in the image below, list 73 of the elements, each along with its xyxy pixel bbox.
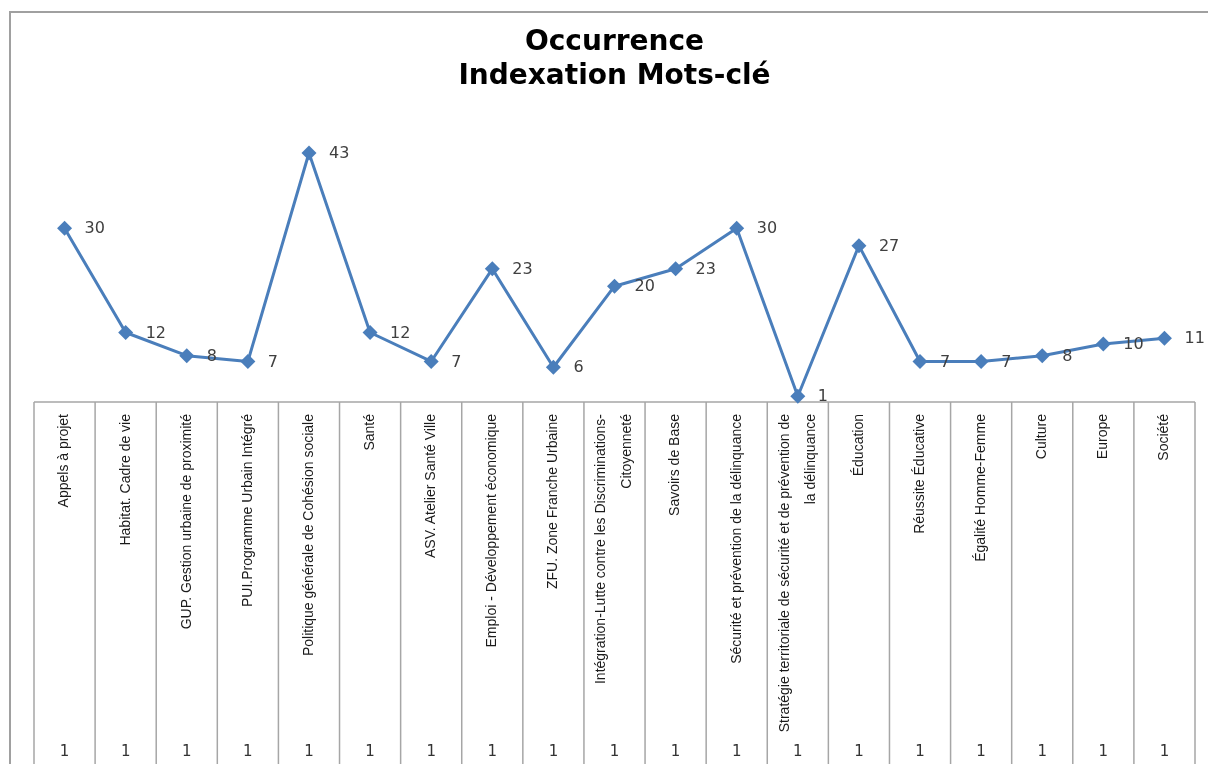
text: 1 xyxy=(1037,741,1048,760)
data-label: 8 xyxy=(1062,345,1073,365)
x-tick-label: Appels à projet xyxy=(55,413,72,508)
x-tick-label: GUP. Gestion urbaine de proximité xyxy=(177,413,194,630)
x-tick-label: Égalité Homme-Femme xyxy=(971,413,988,562)
point xyxy=(729,220,745,236)
text: 1 xyxy=(854,741,864,760)
data-label: 23 xyxy=(695,258,716,278)
text: 1 xyxy=(1159,741,1170,760)
point xyxy=(668,261,684,277)
text: 1 xyxy=(487,741,498,760)
x-tick-label: Santé xyxy=(360,413,377,451)
text: 1 xyxy=(181,741,192,760)
text: 1 xyxy=(793,741,803,760)
point xyxy=(1034,348,1050,364)
point xyxy=(973,353,989,369)
data-label: 23 xyxy=(512,258,533,278)
text: 1 xyxy=(243,741,253,760)
text: 1 xyxy=(120,741,131,760)
x-tick-label: Politique générale de Cohésion sociale xyxy=(299,413,316,657)
point xyxy=(912,353,928,369)
text: 1 xyxy=(548,741,559,760)
data-label: 6 xyxy=(573,357,584,377)
text: 1 xyxy=(365,741,375,760)
text: 1 xyxy=(731,741,742,760)
text: 1 xyxy=(915,741,925,760)
data-label: 7 xyxy=(267,351,279,371)
text: 1 xyxy=(976,741,986,760)
x-tick-label: ZFU. Zone Franche Urbaine xyxy=(544,413,561,590)
data-label: 12 xyxy=(145,322,167,342)
data-label: 30 xyxy=(756,218,778,238)
x-tick-label: Stratégie territoriale de sécurité et de prévention de la délinquance xyxy=(775,413,818,733)
data-label: 11 xyxy=(1184,328,1205,348)
text: 1 xyxy=(609,741,620,760)
point xyxy=(1156,330,1172,346)
text: 1 xyxy=(59,741,70,760)
x-tick-label: Éducation xyxy=(849,414,866,477)
text: 1 xyxy=(1098,741,1109,760)
data-label: 12 xyxy=(390,322,411,342)
point xyxy=(240,353,256,369)
point xyxy=(301,145,317,161)
data-label: 27 xyxy=(878,235,900,255)
x-tick-label: Société xyxy=(1155,413,1172,461)
chart-title: Occurrence Indexation Mots-clé xyxy=(458,24,771,92)
data-label: 20 xyxy=(634,276,655,296)
x-tick-label: Savoirs de Base xyxy=(666,413,683,516)
point xyxy=(607,278,622,294)
point xyxy=(790,388,806,404)
point xyxy=(545,359,561,375)
point xyxy=(179,348,195,364)
point xyxy=(118,325,134,341)
x-tick-label: ASV. Atelier Santé Ville xyxy=(422,413,439,558)
point xyxy=(484,261,500,277)
point xyxy=(362,325,378,341)
text: 1 xyxy=(426,741,436,760)
x-tick-label: Réussite Éducative xyxy=(910,413,927,534)
x-tick-label: Emploi - Développement économique xyxy=(483,413,500,648)
point xyxy=(851,238,867,254)
x-tick-label: Culture xyxy=(1033,413,1050,460)
x-tick-label: PUI.Programme Urbain Intégré xyxy=(238,413,255,607)
point xyxy=(57,220,73,236)
x-tick-label: Sécurité et prévention de la délinquance xyxy=(727,413,744,664)
point xyxy=(423,353,439,369)
text: 1 xyxy=(304,741,314,760)
x-tick-label: Intégration-Lutte contre les Discriminations-Citoyenneté xyxy=(592,413,635,685)
data-label: 7 xyxy=(451,351,462,371)
data-label: 1 xyxy=(817,386,828,406)
x-tick-label: Europe xyxy=(1094,413,1111,460)
data-label: 30 xyxy=(84,218,105,238)
x-tick-label: Habitat. Cadre de vie xyxy=(116,413,133,546)
data-label: 43 xyxy=(328,143,350,163)
point xyxy=(1095,336,1111,352)
text: 1 xyxy=(670,741,681,760)
